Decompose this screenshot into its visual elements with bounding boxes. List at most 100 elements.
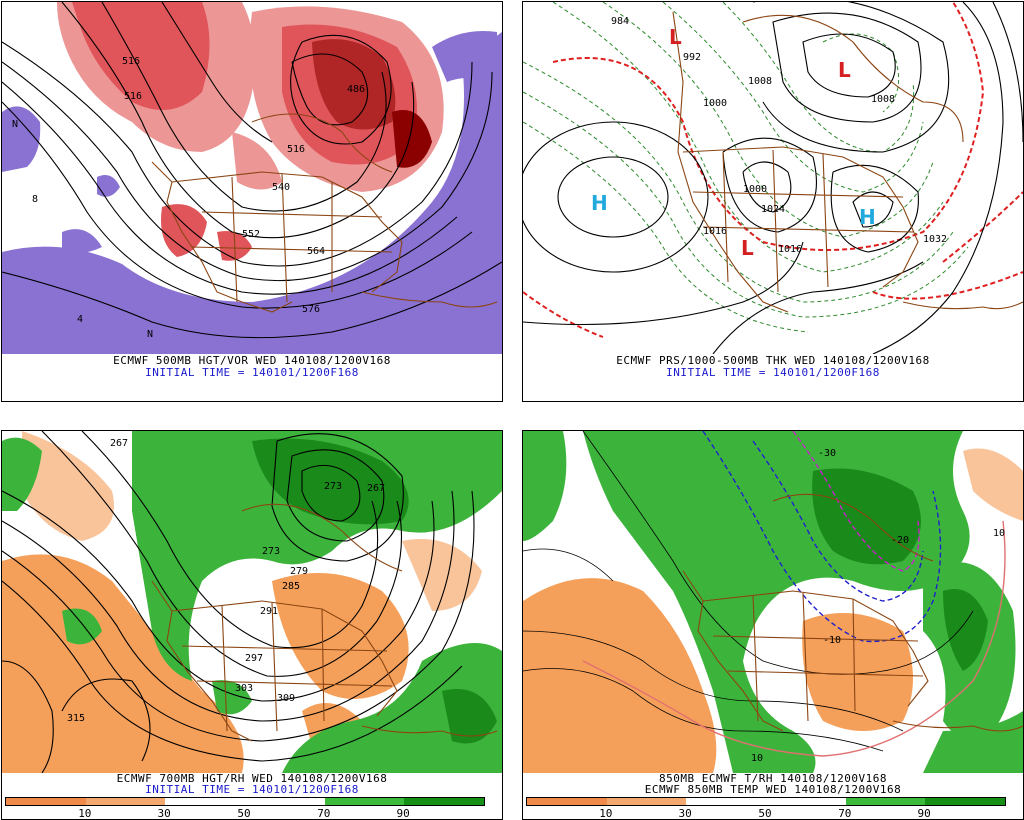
moist-area: [282, 643, 502, 773]
contour-label: 1000: [703, 98, 727, 109]
contour-label: 992: [683, 52, 701, 63]
vorticity-area: [72, 2, 210, 110]
map-850mb-temp-rh: -10 -30 10 10 -20: [523, 431, 1023, 773]
contour-label: 1024: [761, 204, 785, 215]
colorbar-tick: 50: [237, 807, 251, 820]
panel-title: ECMWF 700MB HGT/RH WED 140108/1200V168: [116, 772, 388, 785]
moist-area: [442, 689, 497, 744]
colorbar-tick: 10: [599, 807, 613, 820]
rh-colorbar: [526, 797, 1006, 806]
moist-area: [2, 437, 42, 511]
neg-vorticity-area: [62, 229, 102, 253]
contour-label: N: [12, 119, 18, 130]
contour-label: 552: [242, 229, 260, 240]
colorbar-swatch: [85, 798, 166, 805]
colorbar-swatch: [686, 798, 767, 805]
contour-label: 273: [324, 481, 342, 492]
colorbar-ticks: 10 30 50 70 90: [5, 807, 483, 819]
contour-label: 4: [77, 314, 83, 325]
contour-label: N: [147, 329, 153, 340]
vorticity-area: [312, 39, 396, 130]
panel-700mb-rh: 267 273 279 285 291 297 303 309 315 273 …: [1, 430, 503, 820]
contour-label: 576: [302, 304, 320, 315]
contour-labels: 267 273 279 285 291 297 303 309 315 273 …: [67, 438, 385, 724]
contour-label: 564: [307, 246, 325, 257]
map-700mb-rh: 267 273 279 285 291 297 303 309 315 273 …: [2, 431, 502, 773]
contour-label: -10: [823, 635, 841, 646]
colorbar-ticks: 10 30 50 70 90: [526, 807, 1004, 819]
vorticity-area: [232, 132, 282, 190]
colorbar-tick: 30: [157, 807, 171, 820]
dry-area: [402, 539, 482, 611]
colorbar-tick: 10: [78, 807, 92, 820]
colorbar-swatch: [766, 798, 846, 805]
contour-label: 10: [993, 528, 1005, 539]
dry-area: [802, 613, 913, 731]
panel-mslp-thickness: 984 992 1008 1000 1016 1024 1032 1008 10…: [522, 1, 1024, 402]
contour-labels: 984 992 1008 1000 1016 1024 1032 1008 10…: [611, 16, 947, 255]
colorbar-tick: 90: [917, 807, 931, 820]
colorbar-swatch: [925, 798, 1006, 805]
colorbar-swatch: [606, 798, 687, 805]
dry-area: [22, 431, 114, 541]
moist-area: [62, 608, 102, 645]
colorbar-swatch: [165, 798, 246, 805]
contour-label: -30: [818, 448, 836, 459]
contour-label: 297: [245, 653, 263, 664]
low-center: L: [741, 236, 754, 260]
contour-label: 279: [290, 566, 308, 577]
high-center: H: [859, 205, 876, 229]
contour-label: -20: [891, 535, 909, 546]
panel-850mb-temp-rh: -10 -30 10 10 -20 850MB ECMWF T/RH 14010…: [522, 430, 1024, 820]
low-center: L: [669, 25, 682, 49]
contour-label: 285: [282, 581, 300, 592]
neg-vorticity-area: [2, 32, 502, 354]
colorbar-swatch: [324, 798, 405, 805]
contour-label: 8: [32, 194, 38, 205]
dry-area: [523, 578, 717, 773]
colorbar-swatch: [6, 798, 86, 805]
contour-label: 1016: [778, 244, 802, 255]
contour-label: 315: [67, 713, 85, 724]
initial-time: INITIAL TIME = 140101/1200F168: [145, 366, 359, 379]
contour-label: 1000: [743, 184, 767, 195]
panel-500mb-vorticity: 516 516 486 516 540 552 564 576 4 8 N N …: [1, 1, 503, 402]
colorbar-swatch: [404, 798, 485, 805]
dry-area: [2, 554, 244, 773]
moist-area: [943, 589, 988, 671]
contour-labels: 516 516 486 516 540 552 564 576 4 8 N N: [12, 56, 365, 340]
contour-label: 984: [611, 16, 629, 27]
contour-label: 1008: [748, 76, 772, 87]
contour-label: 273: [262, 546, 280, 557]
contour-labels: -10 -30 10 10 -20: [751, 448, 1005, 764]
moist-area: [132, 431, 502, 681]
colorbar-tick: 50: [758, 807, 772, 820]
contour-label: 291: [260, 606, 278, 617]
colorbar-tick: 70: [317, 807, 331, 820]
dry-area: [272, 573, 409, 699]
contour-label: 516: [124, 91, 142, 102]
dry-area: [963, 448, 1023, 521]
contour-label: 1016: [703, 226, 727, 237]
pressure-centers: L L L H H: [591, 25, 876, 260]
panel-title: ECMWF PRS/1000-500MB THK WED 140108/1200…: [616, 354, 930, 367]
contour-label: 516: [122, 56, 140, 67]
colorbar-swatch: [245, 798, 325, 805]
panel-title: ECMWF 500MB HGT/VOR WED 140108/1200V168: [113, 354, 391, 367]
contour-label: 10: [751, 753, 763, 764]
colorbar-tick: 30: [678, 807, 692, 820]
contour-label: 486: [347, 84, 365, 95]
moist-area: [923, 711, 1023, 773]
vorticity-area: [392, 110, 432, 168]
neg-vorticity-area: [97, 174, 120, 197]
neg-vorticity-area: [432, 31, 497, 87]
contour-label: 516: [287, 144, 305, 155]
initial-time: INITIAL TIME = 140101/1200F168: [666, 366, 880, 379]
initial-time: INITIAL TIME = 140101/1200F168: [145, 783, 359, 796]
contour-label: 309: [277, 693, 295, 704]
contour-label: 540: [272, 182, 290, 193]
contour-label: 267: [110, 438, 128, 449]
contour-label: 1032: [923, 234, 947, 245]
high-center: H: [591, 191, 608, 215]
map-500mb-vorticity: 516 516 486 516 540 552 564 576 4 8 N N: [2, 2, 502, 354]
